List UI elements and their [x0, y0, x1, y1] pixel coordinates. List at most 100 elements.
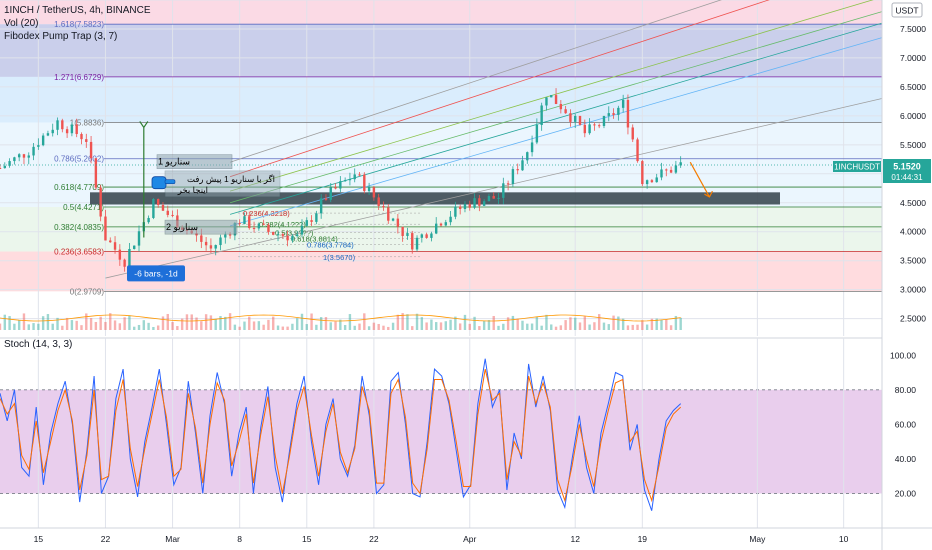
- zone-1.271: [0, 76, 882, 123]
- stoch-label: Stoch (14, 3, 3): [4, 339, 72, 350]
- volume-bar: [535, 316, 539, 330]
- candle-body: [583, 124, 587, 134]
- volume-bar: [61, 325, 64, 330]
- candle-body: [224, 234, 227, 238]
- candle-body: [439, 223, 443, 226]
- time-tick-label: May: [749, 534, 766, 544]
- candle-body: [80, 134, 83, 140]
- pitchfork-line: [229, 37, 883, 227]
- volume-bar: [540, 325, 543, 330]
- candle-body: [37, 145, 40, 147]
- volume-bar: [27, 324, 30, 330]
- volume-bar: [641, 320, 644, 330]
- candle-body: [506, 183, 510, 185]
- volume-bar: [526, 323, 529, 330]
- candle-body: [559, 103, 563, 110]
- candle-body: [41, 135, 45, 146]
- volume-bar: [425, 322, 428, 330]
- candle-body: [252, 228, 256, 230]
- volume-bar: [530, 323, 534, 330]
- volume-bar: [502, 323, 505, 330]
- zone-top: [0, 0, 882, 25]
- price-badge: 1INCHUSDT 5.1520 01:44:31: [833, 159, 931, 183]
- candle-body: [89, 141, 93, 159]
- candle-body: [449, 216, 452, 223]
- volume-bar: [439, 322, 443, 330]
- volume-bar: [636, 324, 639, 330]
- time-tick-label: 19: [638, 534, 648, 544]
- indicator-fibodex-label: Fibodex Pump Trap (3, 7): [4, 31, 117, 42]
- volume-bar: [487, 320, 491, 330]
- volume-bar: [166, 313, 169, 330]
- candle-body: [550, 95, 553, 98]
- candle-body: [295, 234, 299, 237]
- candle-body: [152, 199, 155, 218]
- candle-body: [123, 259, 126, 267]
- volume-bar: [22, 313, 26, 330]
- candle-body: [305, 220, 308, 226]
- price-badge-value: 5.1520: [893, 162, 921, 172]
- volume-bar: [310, 313, 313, 330]
- candle-body: [228, 234, 232, 236]
- volume-bar: [473, 316, 476, 330]
- volume-bar: [195, 317, 198, 330]
- volume-bar: [214, 319, 217, 330]
- candle-body: [415, 237, 419, 250]
- fib-label: 0.5(4.4271): [63, 203, 104, 212]
- candle-body: [61, 120, 64, 130]
- fib-label: 1(5.8836): [70, 119, 105, 128]
- volume-bar: [444, 321, 447, 330]
- volume-bar: [593, 322, 596, 330]
- volume-bar: [343, 325, 347, 330]
- fib-label: 0.382(4.0835): [54, 223, 104, 232]
- price-tick-label: 6.0000: [900, 111, 926, 121]
- candle-body: [478, 198, 481, 206]
- volume-bar: [602, 322, 606, 330]
- candle-body: [22, 154, 26, 158]
- volume-bar: [300, 313, 304, 330]
- candle-body: [118, 249, 122, 260]
- candle-body: [272, 231, 275, 235]
- volume-bar: [204, 314, 208, 330]
- volume-bar: [588, 324, 591, 330]
- volume-bar: [113, 320, 117, 330]
- volume-bar: [583, 316, 587, 330]
- volume-bar: [435, 322, 438, 330]
- candle-body: [612, 113, 615, 115]
- pitchfork-line: [229, 11, 883, 204]
- candle-body: [156, 199, 160, 206]
- candle-body: [310, 220, 313, 222]
- volume-bar: [377, 323, 380, 330]
- candle-body: [420, 234, 424, 238]
- currency-button[interactable]: USDT: [891, 2, 923, 18]
- volume-bar: [631, 324, 634, 330]
- candle-body: [8, 161, 11, 166]
- volume-bar: [430, 319, 433, 330]
- candle-body: [463, 204, 467, 209]
- stoch-tick-label: 80.00: [895, 385, 917, 395]
- volume-bar: [180, 318, 184, 330]
- stoch-pane: [0, 337, 932, 528]
- pitchfork-line: [229, 22, 883, 215]
- volume-bar: [276, 325, 280, 330]
- volume-bar: [454, 316, 457, 330]
- currency-label: USDT: [895, 6, 918, 16]
- candle-body: [334, 187, 337, 189]
- volume-bar: [152, 326, 155, 330]
- candle-body: [133, 245, 136, 249]
- candle-body: [588, 124, 591, 134]
- volume-bar: [161, 316, 165, 330]
- candle-body: [166, 210, 169, 215]
- candle-body: [65, 129, 69, 134]
- price-badge-ticker: 1INCHUSDT: [834, 163, 880, 172]
- candle-body: [660, 169, 663, 178]
- volume-bar: [468, 323, 471, 330]
- scenario1-box: [156, 154, 233, 169]
- volume-bar: [597, 314, 601, 330]
- volume-bar: [133, 326, 136, 330]
- candle-body: [262, 223, 265, 225]
- candle-body: [636, 139, 639, 162]
- candle-body: [492, 196, 495, 199]
- volume-bar: [396, 314, 400, 330]
